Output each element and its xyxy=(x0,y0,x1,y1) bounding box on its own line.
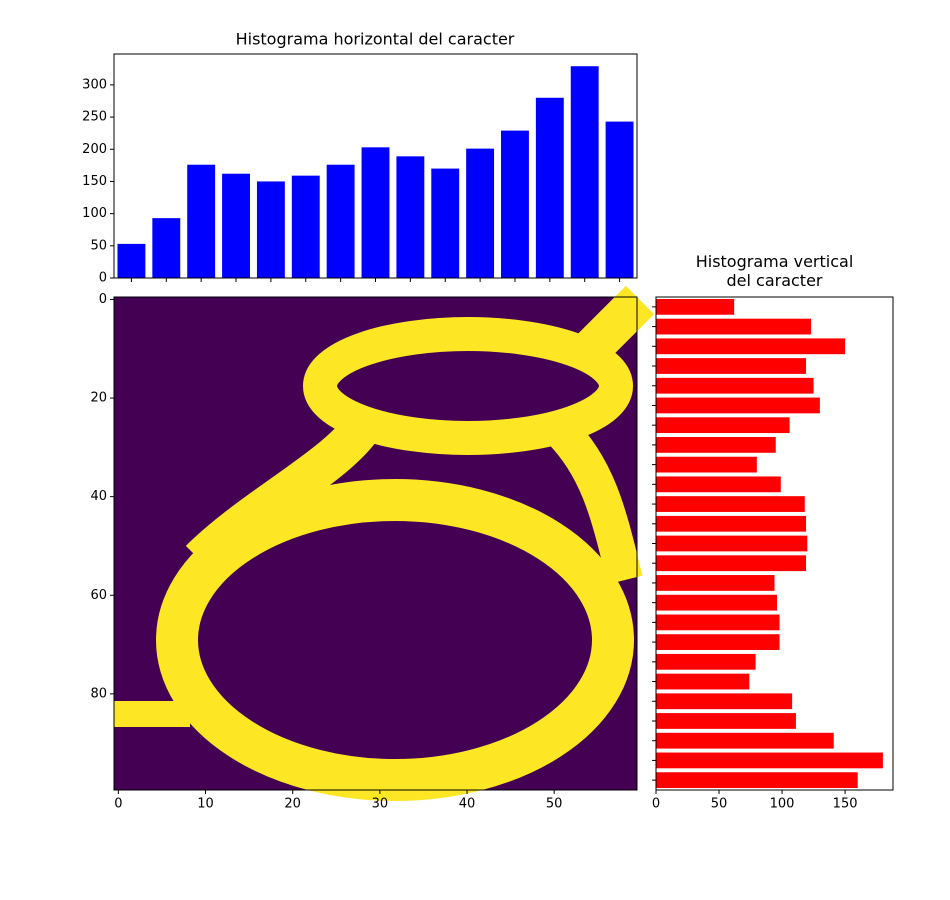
bar xyxy=(656,397,820,414)
y-tick-label: 80 xyxy=(90,686,107,701)
bar xyxy=(326,164,355,278)
x-tick-label: 0 xyxy=(114,797,122,812)
x-tick-label: 150 xyxy=(833,797,858,812)
bar xyxy=(656,456,757,473)
x-tick-label: 100 xyxy=(770,797,795,812)
bar xyxy=(656,634,780,650)
y-tick-label: 60 xyxy=(90,588,107,603)
y-tick-label: 150 xyxy=(82,174,107,189)
x-tick-label: 20 xyxy=(284,797,301,812)
y-tick-label: 250 xyxy=(82,110,107,125)
y-tick-label: 20 xyxy=(90,391,107,406)
y-tick-label: 50 xyxy=(90,238,107,253)
y-tick-label: 300 xyxy=(82,77,107,92)
character-image xyxy=(114,285,655,801)
bar xyxy=(656,673,750,690)
bar xyxy=(656,515,807,532)
bar xyxy=(605,121,634,278)
bar xyxy=(656,772,858,789)
bar xyxy=(656,614,780,631)
y-tick-label: 100 xyxy=(82,206,107,221)
x-tick-label: 50 xyxy=(546,797,563,812)
x-tick-label: 10 xyxy=(197,797,214,812)
bar xyxy=(656,594,778,611)
x-tick-label: 40 xyxy=(459,797,476,812)
chart-title: Histograma vertical del caracter xyxy=(695,252,854,290)
bar xyxy=(152,218,181,278)
y-tick-label: 200 xyxy=(82,142,107,157)
plot-frame xyxy=(113,296,638,791)
bar xyxy=(656,653,756,670)
x-tick-label: 0 xyxy=(652,797,660,812)
bar xyxy=(656,555,807,572)
bar xyxy=(656,496,805,512)
bar xyxy=(361,147,390,278)
bar xyxy=(656,437,776,453)
x-tick-label: 50 xyxy=(711,797,728,812)
bar xyxy=(187,164,216,278)
bar xyxy=(656,535,808,552)
bar xyxy=(656,358,807,374)
bar xyxy=(570,66,599,278)
bar xyxy=(656,417,790,434)
bar xyxy=(431,168,460,278)
bar xyxy=(535,97,564,279)
y-tick-label: 0 xyxy=(99,292,107,307)
bar xyxy=(656,752,883,769)
bar xyxy=(396,156,425,278)
bar xyxy=(501,130,529,278)
bar xyxy=(656,575,775,591)
bar xyxy=(656,318,812,335)
bar xyxy=(291,175,320,278)
bar xyxy=(222,173,250,278)
bar xyxy=(117,243,146,278)
bar xyxy=(656,338,846,355)
bar xyxy=(656,693,793,710)
plot-frame xyxy=(655,296,894,791)
bar xyxy=(466,148,495,278)
plot-frame xyxy=(113,53,638,279)
bar xyxy=(656,377,814,394)
y-tick-label: 0 xyxy=(99,271,107,286)
chart-title: Histograma horizontal del caracter xyxy=(236,30,515,49)
bar xyxy=(656,732,834,749)
bar xyxy=(656,298,735,315)
x-tick-label: 30 xyxy=(372,797,389,812)
bar xyxy=(656,476,781,493)
y-tick-label: 40 xyxy=(90,489,107,504)
bar xyxy=(656,713,796,729)
bar xyxy=(256,181,285,278)
